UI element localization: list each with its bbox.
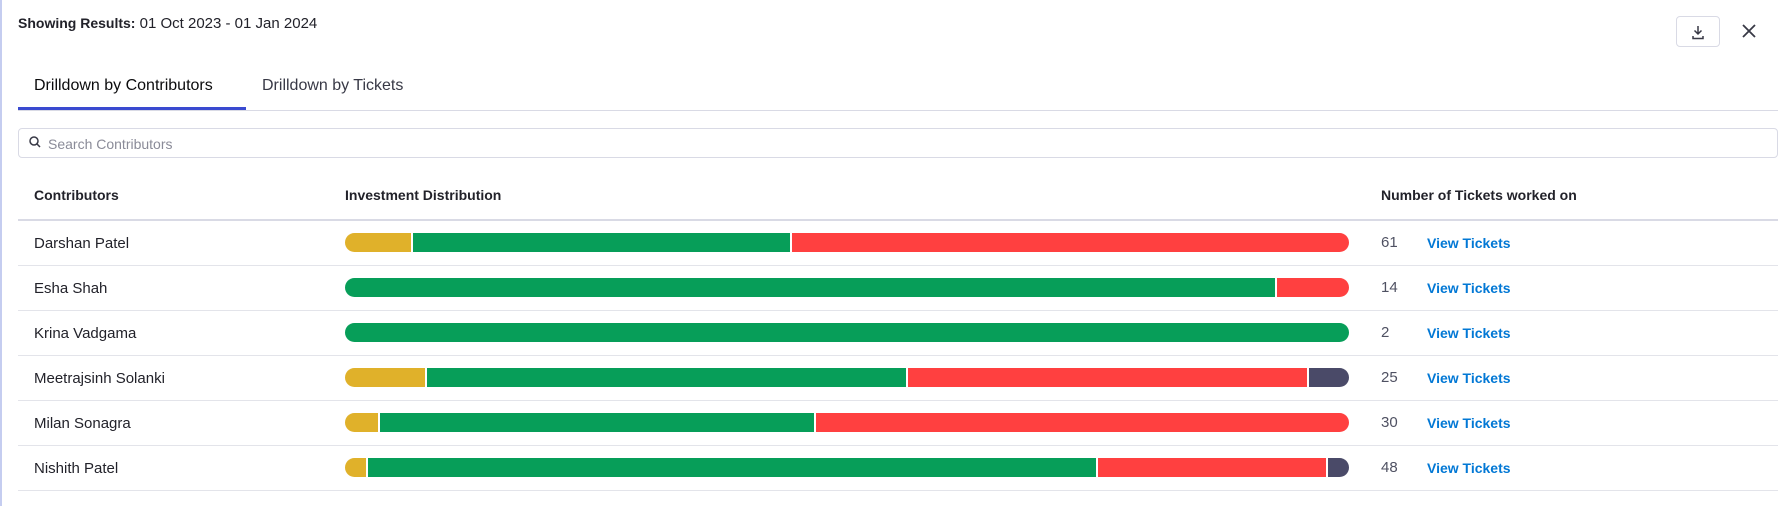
column-header: Investment Distribution xyxy=(345,187,502,203)
distribution-segment xyxy=(1307,368,1349,387)
ticket-count: 14 xyxy=(1381,279,1398,296)
tabs: Drilldown by Contributors Drilldown by T… xyxy=(18,70,1778,111)
table-row: Krina Vadgama 2 View Tickets xyxy=(18,311,1778,356)
distribution-segment xyxy=(1275,278,1349,297)
distribution-segment xyxy=(378,413,814,432)
contributor-name: Nishith Patel xyxy=(34,460,119,477)
table-row: Esha Shah 14 View Tickets xyxy=(18,266,1778,311)
distribution-segment xyxy=(813,413,1349,432)
results-header: Showing Results: 01 Oct 2023 - 01 Jan 20… xyxy=(18,15,317,32)
contributor-name: Esha Shah xyxy=(34,280,108,297)
search-icon xyxy=(29,136,41,148)
view-tickets-link[interactable]: View Tickets xyxy=(1427,235,1511,251)
view-tickets-link[interactable]: View Tickets xyxy=(1427,370,1511,386)
search-placeholder: Search Contributors xyxy=(48,136,173,152)
distribution-bar xyxy=(345,278,1349,297)
contributor-name: Milan Sonagra xyxy=(34,415,131,432)
distribution-segment xyxy=(1326,458,1349,477)
download-icon xyxy=(1692,26,1704,40)
ticket-count: 48 xyxy=(1381,459,1398,476)
tab[interactable]: Drilldown by Tickets xyxy=(262,77,404,94)
contributor-name: Darshan Patel xyxy=(34,235,130,252)
distribution-segment xyxy=(905,368,1308,387)
distribution-bar xyxy=(345,368,1349,387)
distribution-segment xyxy=(345,368,425,387)
distribution-segment xyxy=(410,233,790,252)
header-divider xyxy=(18,219,1778,221)
ticket-count: 2 xyxy=(1381,324,1390,341)
distribution-segment xyxy=(365,458,1096,477)
results-label: Showing Results: xyxy=(18,15,136,31)
search-box[interactable]: Search Contributors xyxy=(18,128,1778,158)
distribution-bar xyxy=(345,458,1349,477)
ticket-count: 30 xyxy=(1381,414,1398,431)
view-tickets-link[interactable]: View Tickets xyxy=(1427,325,1511,341)
ticket-count: 61 xyxy=(1381,234,1398,251)
table-row: Nishith Patel 48 View Tickets xyxy=(18,446,1778,491)
distribution-segment xyxy=(345,413,379,432)
distribution-segment xyxy=(345,458,366,477)
view-tickets-link[interactable]: View Tickets xyxy=(1427,415,1511,431)
active-tab-indicator xyxy=(18,107,246,110)
date-range: 01 Oct 2023 - 01 Jan 2024 xyxy=(139,15,318,32)
distribution-bar xyxy=(345,413,1349,432)
table-row: Darshan Patel 61 View Tickets xyxy=(18,221,1778,266)
ticket-count: 25 xyxy=(1381,369,1398,386)
view-tickets-link[interactable]: View Tickets xyxy=(1427,280,1511,296)
view-tickets-link[interactable]: View Tickets xyxy=(1427,460,1511,476)
column-header: Number of Tickets worked on xyxy=(1381,187,1577,203)
distribution-segment xyxy=(789,233,1349,252)
table-row: Milan Sonagra 30 View Tickets xyxy=(18,401,1778,446)
distribution-bar xyxy=(345,233,1349,252)
distribution-segment xyxy=(424,368,906,387)
tab[interactable]: Drilldown by Contributors xyxy=(34,77,213,94)
table-row: Meetrajsinh Solanki 25 View Tickets xyxy=(18,356,1778,401)
column-header: Contributors xyxy=(34,187,119,203)
distribution-segment xyxy=(345,323,1349,342)
download-button[interactable] xyxy=(1676,16,1720,47)
panel-edge xyxy=(0,0,2,506)
distribution-segment xyxy=(345,278,1276,297)
distribution-bar xyxy=(345,323,1349,342)
close-button[interactable] xyxy=(1738,20,1760,42)
contributor-name: Krina Vadgama xyxy=(34,325,137,342)
contributor-name: Meetrajsinh Solanki xyxy=(34,370,165,387)
distribution-segment xyxy=(345,233,411,252)
distribution-segment xyxy=(1095,458,1327,477)
